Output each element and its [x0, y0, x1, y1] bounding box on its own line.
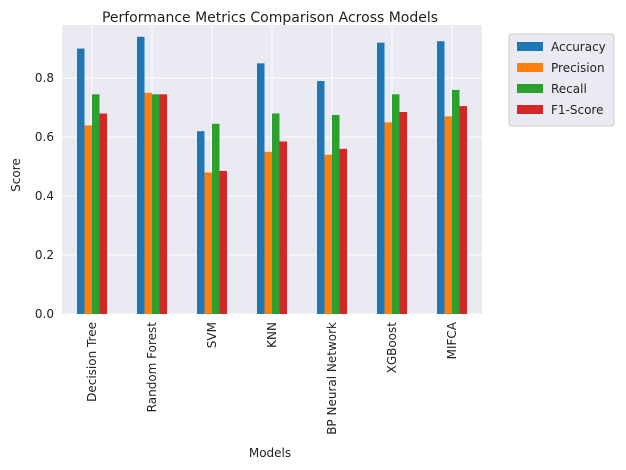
- x-tick-label: XGBoost: [385, 322, 399, 374]
- bar-f1-score: [279, 141, 287, 314]
- bar-accuracy: [437, 41, 445, 314]
- x-tick-label: Random Forest: [145, 322, 159, 413]
- bar-accuracy: [77, 48, 85, 315]
- bar-precision: [444, 116, 452, 314]
- bar-precision: [264, 151, 272, 314]
- bar-recall: [152, 94, 160, 314]
- bar-f1-score: [399, 111, 407, 314]
- legend-label: Accuracy: [551, 40, 606, 54]
- x-tick-label: BP Neural Network: [325, 322, 339, 435]
- bar-f1-score: [159, 94, 167, 314]
- legend-label: Precision: [551, 61, 605, 75]
- y-tick-label: 0.0: [35, 307, 54, 321]
- bar-f1-score: [459, 106, 467, 314]
- bar-recall: [272, 113, 280, 314]
- legend-swatch: [517, 105, 543, 114]
- y-tick-label: 0.4: [35, 189, 54, 203]
- bar-precision: [84, 125, 92, 314]
- bar-accuracy: [257, 63, 265, 315]
- bar-f1-score: [339, 148, 347, 314]
- legend-swatch: [517, 84, 543, 93]
- x-tick-label: SVM: [205, 322, 219, 348]
- bar-accuracy: [197, 131, 205, 314]
- y-tick-label: 0.6: [35, 130, 54, 144]
- legend-frame: [508, 33, 615, 127]
- chart-title: Performance Metrics Comparison Across Mo…: [102, 10, 438, 26]
- x-axis-label: Models: [249, 446, 291, 460]
- bar-precision: [144, 92, 152, 314]
- x-axis-ticks: Decision Tree Random Forest SVM KNN BP Neura…: [85, 321, 459, 435]
- bar-recall: [332, 114, 340, 314]
- bar-recall: [392, 94, 400, 314]
- bar-precision: [384, 122, 392, 314]
- bar-recall: [92, 94, 100, 314]
- bar-recall: [212, 123, 220, 314]
- x-tick-label: Decision Tree: [85, 322, 99, 402]
- legend-swatch: [517, 63, 543, 72]
- legend-swatch: [517, 42, 543, 51]
- y-tick-label: 0.8: [35, 71, 54, 85]
- legend: Accuracy Precision Recall F1-Score: [508, 33, 615, 127]
- bars: [77, 36, 467, 315]
- bar-precision: [324, 154, 332, 314]
- y-axis-label: Score: [9, 158, 23, 192]
- legend-label: Recall: [551, 82, 587, 96]
- bar-precision: [204, 172, 212, 314]
- y-tick-label: 0.2: [35, 248, 54, 262]
- x-tick-label: MIFCA: [445, 321, 459, 359]
- bar-f1-score: [219, 170, 227, 314]
- x-tick-label: KNN: [265, 322, 279, 348]
- bar-accuracy: [137, 36, 145, 314]
- bar-recall: [452, 89, 460, 314]
- bar-f1-score: [99, 113, 107, 314]
- bar-accuracy: [317, 81, 325, 314]
- legend-label: F1-Score: [551, 103, 603, 117]
- bar-accuracy: [377, 42, 385, 314]
- y-axis-ticks: 0.0 0.2 0.4 0.6 0.8: [35, 71, 54, 321]
